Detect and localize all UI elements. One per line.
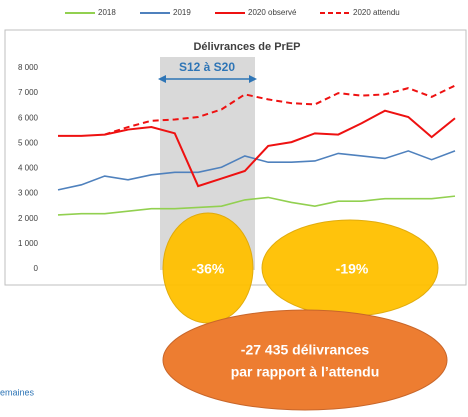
annotation: -19%	[336, 261, 369, 277]
legend-label: 2019	[173, 8, 191, 17]
arrow-head	[158, 75, 166, 83]
y-tick-label: 4 000	[18, 164, 39, 173]
legend-label: 2018	[98, 8, 116, 17]
y-tick-label: 5 000	[18, 138, 39, 147]
annotation: -36%	[192, 261, 225, 277]
ellipse	[162, 309, 448, 411]
series-line	[57, 195, 456, 216]
y-tick-label: 2 000	[18, 214, 39, 223]
series-line	[58, 109, 456, 188]
y-tick-label: 3 000	[18, 189, 39, 198]
annotation: par rapport à l’attendu	[231, 364, 380, 380]
series-line	[104, 84, 456, 136]
period-label: S12 à S20	[179, 60, 235, 74]
arrow-head	[249, 75, 257, 83]
y-tick-label: 6 000	[18, 113, 39, 122]
legend-label: 2020 observé	[248, 8, 297, 17]
y-tick-label: 0	[34, 264, 39, 273]
chart-title: Délivrances de PrEP	[193, 41, 300, 53]
legend-label: 2020 attendu	[353, 8, 400, 17]
y-tick-label: 8 000	[18, 63, 39, 72]
y-tick-label: 1 000	[18, 239, 39, 248]
y-tick-label: 7 000	[18, 88, 39, 97]
footnote: emaines	[0, 387, 35, 397]
annotation: -27 435 délivrances	[241, 342, 370, 358]
